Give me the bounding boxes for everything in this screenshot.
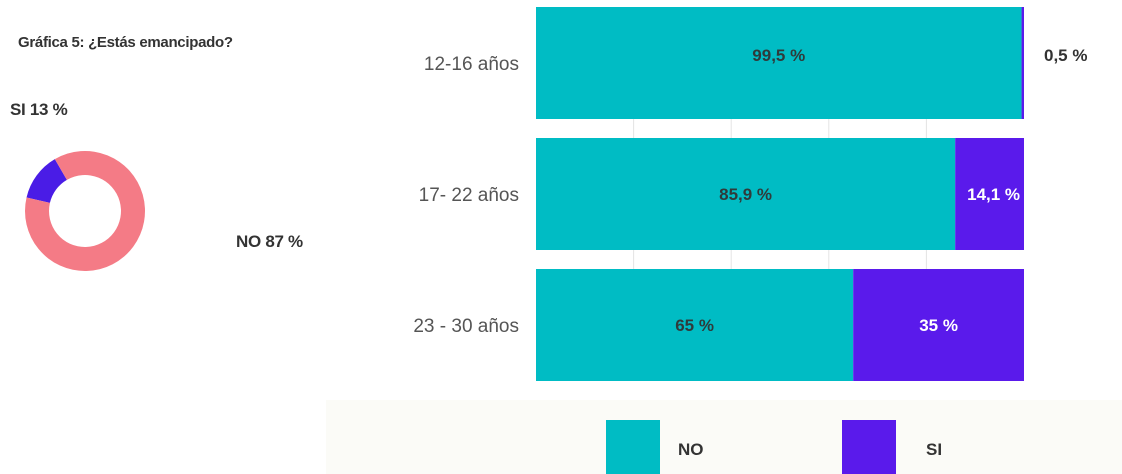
bar-no bbox=[536, 138, 956, 250]
stacked-bar-chart: 12-16 años 99,5 % 0,5 % 17- 22 años 85,9 % 14… bbox=[413, 7, 1087, 381]
category-label: 23 - 30 años bbox=[413, 316, 519, 337]
data-label-no: 85,9 % bbox=[719, 185, 772, 204]
category-label: 12-16 años bbox=[424, 54, 519, 75]
donut-label-si: SI 13 % bbox=[10, 100, 68, 119]
data-label-si: 0,5 % bbox=[1044, 46, 1087, 65]
donut-slice-no bbox=[24, 151, 146, 271]
chart-title: Gráfica 5: ¿Estás emancipado? bbox=[18, 34, 233, 51]
data-label-no: 65 % bbox=[675, 316, 714, 335]
legend-label-no: NO bbox=[678, 440, 704, 459]
legend: NO SI bbox=[326, 400, 1122, 474]
legend-swatch-si bbox=[842, 420, 896, 474]
donut-label-no: NO 87 % bbox=[236, 232, 303, 251]
bar-si bbox=[955, 138, 1024, 250]
legend-swatch-no bbox=[606, 420, 660, 474]
bar-si bbox=[1021, 7, 1024, 119]
legend-label-si: SI bbox=[926, 440, 943, 459]
category-label: 17- 22 años bbox=[419, 185, 519, 206]
donut-chart bbox=[24, 151, 146, 271]
bar-no bbox=[536, 269, 854, 381]
donut-slice-si bbox=[26, 159, 67, 203]
data-label-no: 99,5 % bbox=[752, 46, 805, 65]
bar-no bbox=[536, 7, 1022, 119]
data-label-si: 35 % bbox=[919, 316, 958, 335]
bar-si bbox=[853, 269, 1024, 381]
data-label-si: 14,1 % bbox=[967, 185, 1020, 204]
